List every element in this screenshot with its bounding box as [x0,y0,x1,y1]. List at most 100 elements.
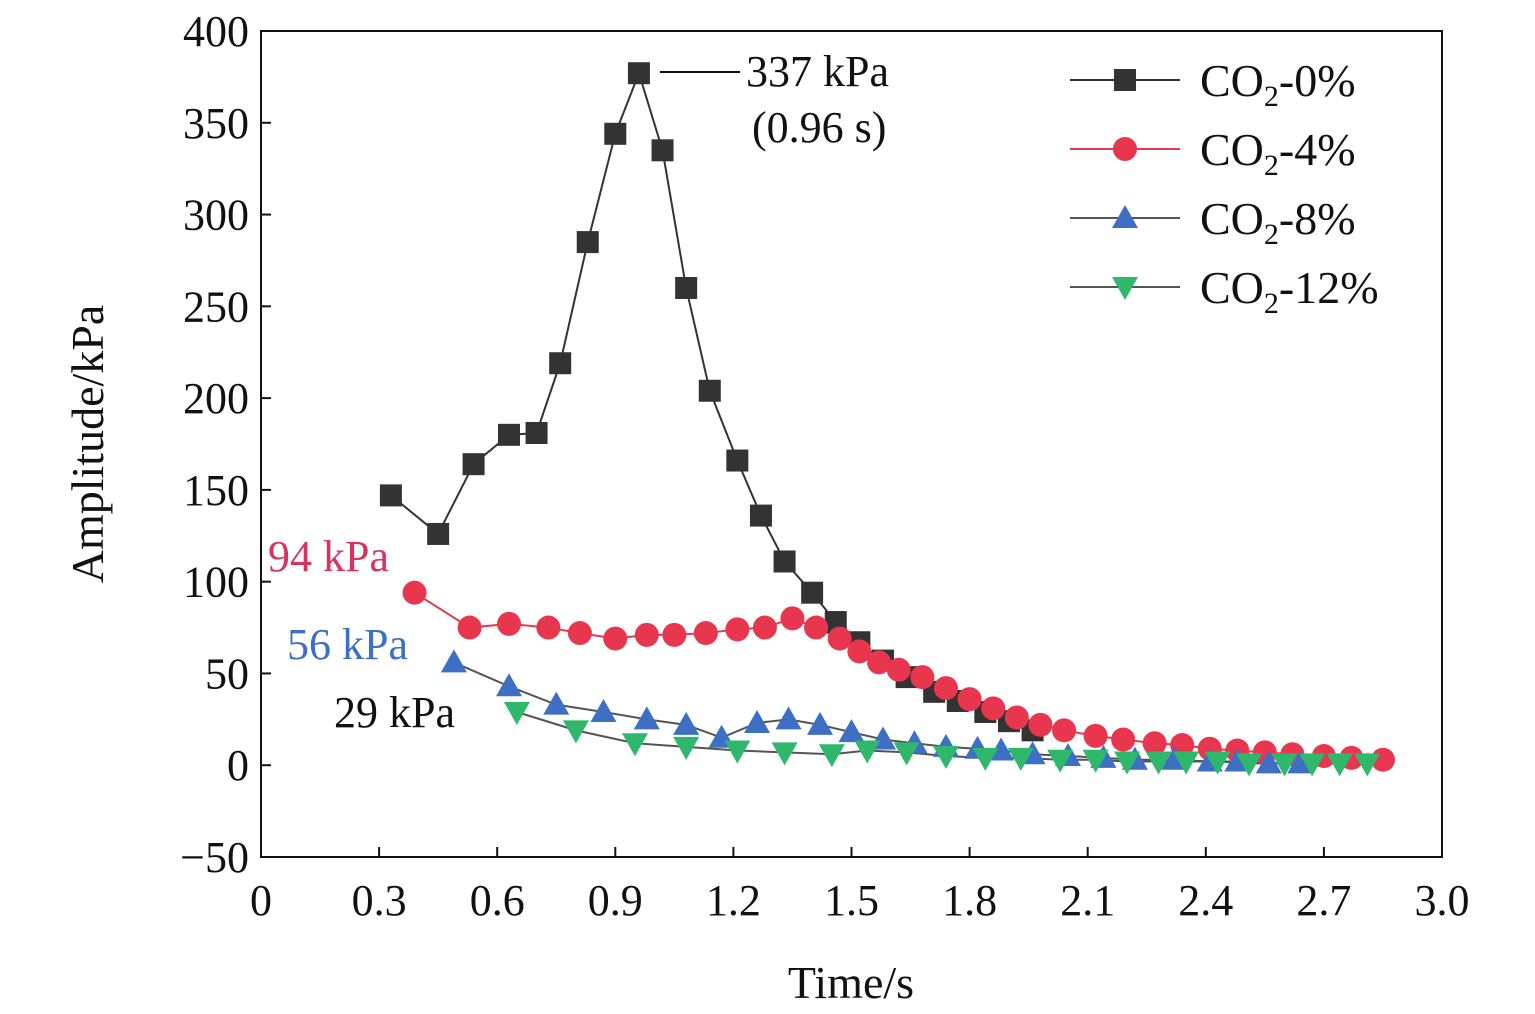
data-point-co2-12 [673,736,700,760]
data-point-co2-8 [1255,750,1282,774]
y-tick-label: 100 [183,558,249,607]
data-point-co2-12 [1007,747,1034,771]
series-markers [379,62,1395,777]
data-point-co2-4 [752,615,777,640]
y-tick-label: 0 [227,741,249,790]
legend-label-co2-8: CO2-8% [1200,193,1356,251]
legend-marker-co2-12 [1112,277,1138,300]
y-tick-label: 250 [183,282,249,331]
data-point-co2-4 [1142,731,1167,756]
legend-marker-co2-4 [1113,137,1137,161]
data-point-co2-12 [854,740,881,764]
x-tick-label: 0.3 [352,876,407,925]
legend-marker-co2-8 [1112,205,1138,228]
data-point-co2-0 [525,421,548,444]
data-point-co2-12 [893,742,920,766]
data-point-co2-8 [496,673,523,697]
data-point-co2-4 [603,626,628,651]
annotation-peak-time: (0.96 s) [752,103,886,152]
y-tick-label: 150 [183,466,249,515]
data-point-co2-12 [503,701,530,725]
data-point-co2-4 [910,665,935,690]
data-point-co2-4 [497,611,522,636]
y-tick-label: −50 [180,833,249,882]
y-axis-label: Amplitude/kPa [62,305,113,584]
data-point-co2-4 [1028,712,1053,737]
data-point-co2-0 [604,122,627,145]
data-point-co2-12 [1145,751,1172,775]
data-point-co2-0 [651,139,674,162]
data-point-co2-12 [972,747,999,771]
data-point-co2-8 [440,649,467,673]
data-point-co2-0 [749,504,772,527]
data-point-co2-4 [827,626,852,651]
x-tick-label: 2.4 [1178,876,1233,925]
data-point-co2-4 [1111,727,1136,752]
x-tick-label: 0 [250,876,272,925]
data-point-co2-0 [498,423,521,446]
data-point-co2-12 [1326,753,1353,777]
data-point-co2-12 [1299,753,1326,777]
data-point-co2-8 [775,706,802,730]
data-point-co2-12 [1173,751,1200,775]
data-point-co2-12 [1271,753,1298,777]
x-tick-label: 3.0 [1415,876,1470,925]
data-point-co2-8 [543,691,570,715]
data-point-co2-4 [957,687,982,712]
data-point-co2-4 [933,676,958,701]
x-axis-label: Time/s [788,957,914,1008]
data-point-co2-4 [457,615,482,640]
data-point-co2-12 [1047,749,1074,773]
data-point-co2-12 [771,742,798,766]
y-tick-label: 50 [205,649,249,698]
x-tick-label: 2.1 [1060,876,1115,925]
data-point-co2-4 [981,696,1006,721]
x-tick-label: 2.7 [1296,876,1351,925]
data-point-co2-12 [1236,753,1263,777]
legend-label-co2-4: CO2-4% [1200,124,1356,182]
y-tick-label: 350 [183,99,249,148]
data-point-co2-4 [780,606,805,631]
y-tick-label: 200 [183,374,249,423]
data-point-co2-4 [402,580,427,605]
data-point-co2-12 [1354,753,1381,777]
data-point-co2-8 [633,706,660,730]
data-point-co2-4 [804,615,829,640]
annotation-peak-value: 337 kPa [746,47,889,96]
data-point-co2-8 [988,737,1015,761]
data-point-co2-4 [634,622,659,647]
data-point-co2-4 [536,615,561,640]
data-point-co2-8 [807,711,834,735]
data-point-co2-12 [621,733,648,757]
data-point-co2-4 [1052,718,1077,743]
data-point-co2-12 [932,746,959,770]
data-point-co2-0 [801,581,824,604]
data-point-co2-0 [726,449,749,472]
data-point-co2-4 [693,621,718,646]
legend-label-co2-0: CO2-0% [1200,55,1356,113]
data-point-co2-12 [1114,751,1141,775]
annotation-co2-4-start: 94 kPa [268,532,389,581]
y-tick-label: 400 [183,7,249,56]
ticks: 0 0.3 0.6 0.9 1.2 1.5 1.8 2.1 2.4 2.7 3.0−50050100… [180,7,1469,925]
data-point-co2-4 [725,617,750,642]
data-point-co2-12 [724,740,751,764]
data-point-co2-12 [818,744,845,768]
data-point-co2-8 [838,719,865,743]
annotation-co2-12-start: 29 kPa [334,688,455,737]
x-tick-label: 1.5 [824,876,879,925]
data-point-co2-8 [1287,750,1314,774]
data-point-co2-0 [379,484,402,507]
data-point-co2-4 [1083,723,1108,748]
data-point-co2-0 [427,522,450,545]
data-point-co2-4 [867,650,892,675]
data-point-co2-4 [1004,705,1029,730]
legend-marker-co2-0 [1114,69,1136,91]
data-point-co2-12 [1082,749,1109,773]
data-point-co2-0 [627,62,650,85]
y-tick-label: 300 [183,191,249,240]
data-point-co2-0 [698,379,721,402]
data-point-co2-12 [1204,751,1231,775]
data-point-co2-4 [847,639,872,664]
